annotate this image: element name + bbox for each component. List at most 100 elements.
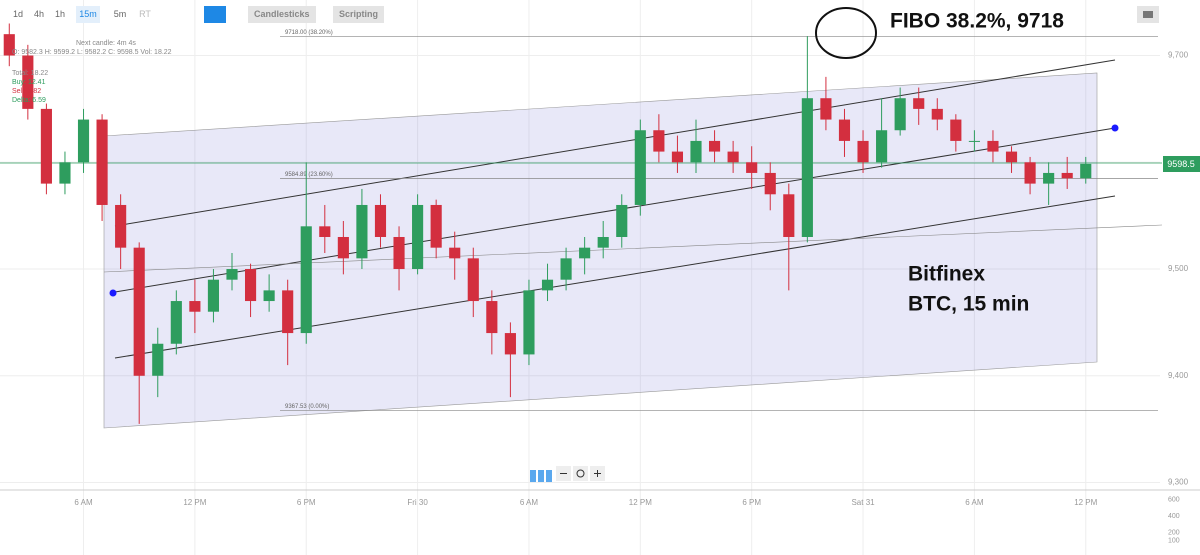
sell-info: Sell: 5.82 xyxy=(12,88,42,95)
candle-body xyxy=(96,119,108,205)
candlesticks-button[interactable]: Candlesticks xyxy=(248,6,316,23)
candle-body xyxy=(226,269,238,280)
candle-body xyxy=(579,247,591,259)
volume-tick-label: 400 xyxy=(1168,513,1180,520)
channel-middle xyxy=(114,127,1116,293)
candle-body xyxy=(486,301,498,334)
timeframe-button[interactable]: 1d xyxy=(12,9,23,19)
x-tick-label: 6 PM xyxy=(742,498,761,507)
control xyxy=(530,470,536,482)
candle-body xyxy=(746,162,758,173)
timeframe-button[interactable]: 5m xyxy=(113,9,127,19)
annotation: FIBO 38.2%, 9718 xyxy=(890,10,1064,33)
annotation: BTC, 15 min xyxy=(908,293,1029,316)
candle-body xyxy=(876,130,888,163)
reset-icon xyxy=(576,469,585,478)
candle-body xyxy=(300,226,312,334)
total-info: Total: 18.22 xyxy=(12,70,49,77)
candle-body xyxy=(356,204,368,259)
candle-body xyxy=(152,343,164,376)
camera-icon xyxy=(1143,11,1153,18)
delta-info: Delta: 6.59 xyxy=(12,97,46,104)
x-tick-label: Sat 31 xyxy=(851,498,875,507)
candle-body xyxy=(727,151,739,163)
fib-levels: 9367.53 (0.00%) 9584.89 (23.60%) 9718.00 (… xyxy=(280,30,1158,411)
fib-label: 9584.89 (23.60%) xyxy=(285,172,333,178)
candle-body xyxy=(263,290,275,302)
timeframe-button[interactable]: RT xyxy=(139,9,151,19)
control xyxy=(546,470,552,482)
candle-body xyxy=(1080,163,1092,179)
candle-body xyxy=(987,140,999,152)
candle-body xyxy=(968,140,980,142)
price-badge-label: 9598.5 xyxy=(1167,159,1195,169)
candle-body xyxy=(950,119,962,141)
candle-body xyxy=(560,258,572,280)
x-tick-label: 6 AM xyxy=(74,498,93,507)
x-tick-label: 12 PM xyxy=(1074,498,1097,507)
chart-icon-button[interactable] xyxy=(204,6,226,23)
candle-body xyxy=(1024,162,1036,184)
candle-body xyxy=(653,130,665,152)
candle-body xyxy=(430,204,442,248)
x-tick-label: 6 AM xyxy=(965,498,984,507)
candle-body xyxy=(189,301,201,312)
anchor-dot xyxy=(1111,124,1119,132)
channel-area xyxy=(103,72,1098,429)
candle-body xyxy=(133,247,145,376)
annotation-circle xyxy=(815,7,877,59)
candle-body xyxy=(690,140,702,163)
y-tick-label: 9,400 xyxy=(1168,371,1189,380)
scripting-button[interactable]: Scripting xyxy=(333,6,385,23)
candle-body xyxy=(59,162,71,184)
candle-body xyxy=(523,290,535,355)
candle-body xyxy=(504,333,516,355)
candle-body xyxy=(22,55,34,109)
candle-body xyxy=(319,226,331,237)
channel-lower xyxy=(114,195,1116,359)
candle-body xyxy=(820,98,832,120)
candle-body xyxy=(77,119,90,163)
candle-body xyxy=(1061,172,1073,179)
grid xyxy=(0,0,1160,555)
volume-tick-label: 200 xyxy=(1168,529,1180,536)
timeframe-button[interactable]: 1h xyxy=(54,9,65,19)
volume-tick-label: 600 xyxy=(1168,496,1180,503)
candle-body xyxy=(412,204,424,270)
channel-upper xyxy=(114,59,1116,227)
y-tick-label: 9,300 xyxy=(1168,478,1189,487)
timeframe-button[interactable]: 15m xyxy=(76,6,100,23)
candle-body xyxy=(597,236,609,248)
candle-body xyxy=(616,204,628,237)
reset[interactable] xyxy=(573,466,588,481)
x-tick-label: 12 PM xyxy=(629,498,652,507)
candle-body xyxy=(449,247,461,259)
fib-label: 9718.00 (38.20%) xyxy=(285,30,333,36)
candle-body xyxy=(857,140,869,163)
annotation: Bitfinex xyxy=(908,263,985,286)
candle-body xyxy=(337,236,349,259)
timeframe-button[interactable]: 4h xyxy=(33,9,44,19)
candle-body xyxy=(282,290,294,334)
candles xyxy=(3,23,1092,424)
candle-body xyxy=(708,140,721,152)
x-tick-label: Fri 30 xyxy=(407,498,428,507)
control xyxy=(538,470,544,482)
candle-body xyxy=(1005,151,1018,163)
x-tick-label: 6 AM xyxy=(520,498,539,507)
next-candle: Next candle: 4m 4s xyxy=(76,40,136,47)
candle-body xyxy=(393,236,405,270)
candle-body xyxy=(207,279,220,312)
candle-body xyxy=(40,108,52,184)
candle-body xyxy=(170,301,182,344)
candle-body xyxy=(931,108,943,120)
fib-label: 9367.53 (0.00%) xyxy=(285,404,329,410)
candle-body xyxy=(244,269,257,302)
candle-body xyxy=(801,98,813,237)
candle-body xyxy=(838,119,851,141)
candle-body xyxy=(764,172,776,195)
volume-tick-label: 100 xyxy=(1168,538,1180,545)
